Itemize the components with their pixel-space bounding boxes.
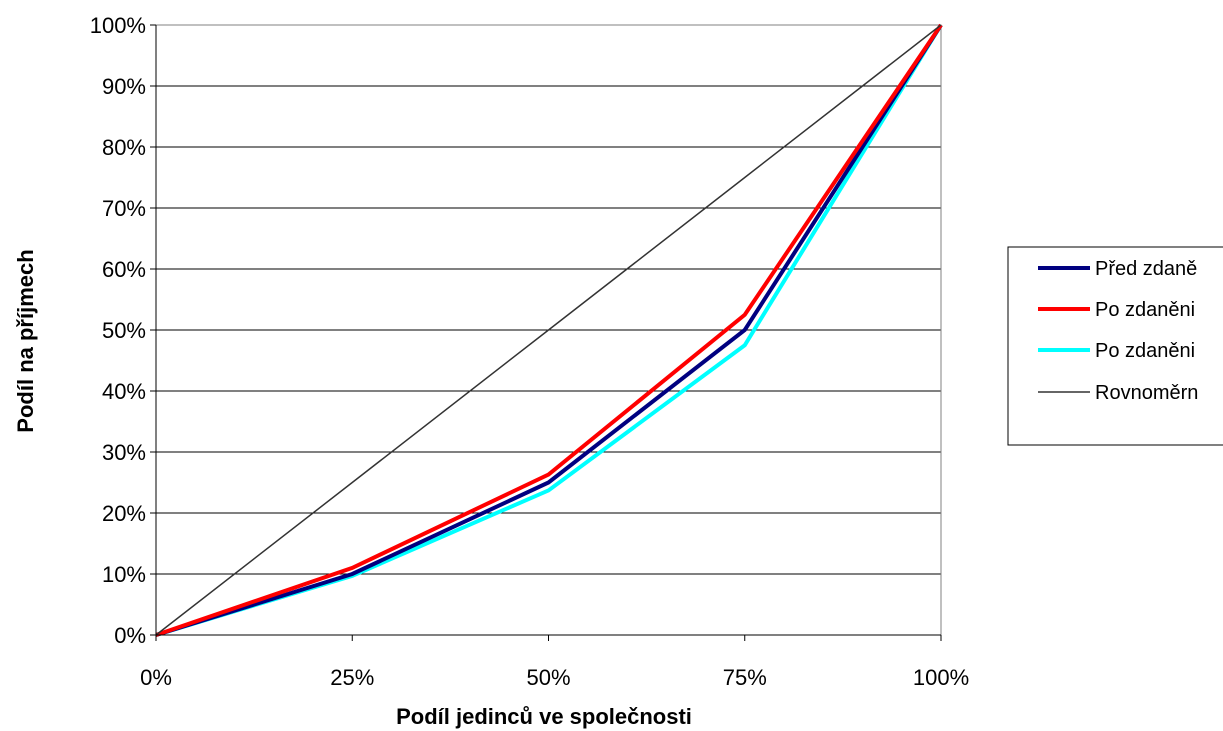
y-tick-label: 100% [90,13,146,38]
y-tick-label: 40% [102,379,146,404]
y-axis-ticks: 0% 10% 20% 30% 40% 50% 60% 70% 80% 90% 100% [90,13,156,648]
series-line-2 [155,23,943,637]
y-tick-label: 20% [102,501,146,526]
x-axis-ticks: 0% 25% 50% 75% 100% [140,25,969,690]
x-tick-label: 0% [140,665,172,690]
x-tick-label: 100% [913,665,969,690]
y-tick-label: 80% [102,135,146,160]
series-layer [155,23,943,637]
x-tick-label: 50% [526,665,570,690]
y-tick-label: 10% [102,562,146,587]
y-tick-label: 50% [102,318,146,343]
y-tick-label: 70% [102,196,146,221]
x-tick-label: 25% [330,665,374,690]
legend: Před zdaně Po zdaněni Po zdaněni Rovnoměrn [1007,246,1223,446]
x-tick-label: 75% [723,665,767,690]
series-line-4 [155,24,942,636]
x-axis-title: Podíl jedinců ve společnosti [396,704,692,729]
legend-label: Rovnoměrn [1095,382,1198,404]
legend-box [1007,246,1223,446]
legend-label: Po zdaněni [1095,340,1195,362]
legend-label: Po zdaněni [1095,299,1195,321]
y-tick-label: 30% [102,440,146,465]
y-tick-label: 90% [102,74,146,99]
legend-label: Před zdaně [1095,258,1197,280]
y-axis-title: Podíl na příjmech [13,249,38,432]
series-line-1 [155,23,943,637]
y-tick-label: 60% [102,257,146,282]
y-tick-label: 0% [114,623,146,648]
